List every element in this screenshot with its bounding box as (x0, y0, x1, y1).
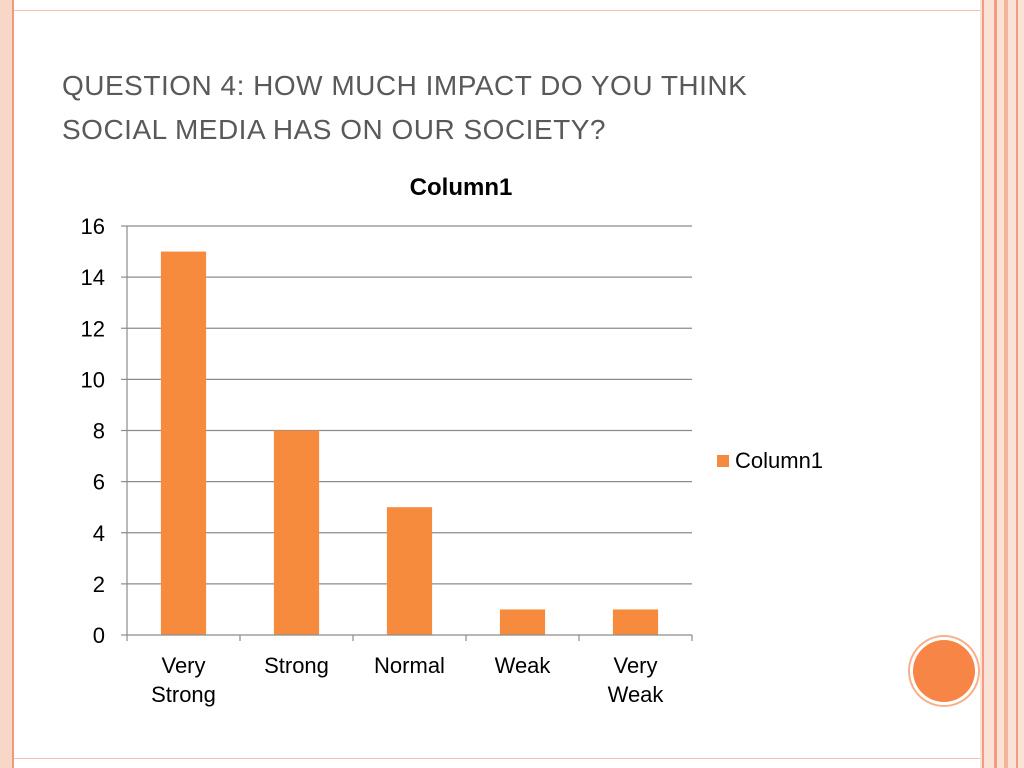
y-tick-label: 6 (93, 470, 105, 495)
bar (273, 430, 320, 635)
y-tick-label: 8 (93, 419, 105, 444)
bar (386, 507, 433, 635)
slide-title-line-2: social media has on our society? (62, 114, 606, 145)
frame-top-line (14, 10, 980, 11)
slide-title-line-1: Question 4: how much impact do you think (62, 70, 748, 101)
chart-title: Column1 (410, 174, 513, 201)
decorative-circle (913, 640, 975, 702)
legend: Column1 (717, 448, 823, 473)
legend-swatch (717, 455, 729, 467)
legend-label: Column1 (735, 448, 823, 473)
x-tick-label: Weak (495, 653, 552, 678)
frame-right-line (982, 0, 984, 768)
y-tick-label: 4 (93, 521, 105, 546)
slide-title: Question 4: how much impact do you think… (62, 64, 942, 152)
x-tick-label: Strong (264, 653, 329, 678)
frame-right-line (994, 0, 997, 768)
x-tick-labels: Very Strong Strong Normal Weak Very Weak (151, 653, 664, 707)
y-tick-label: 12 (81, 316, 105, 341)
frame-bottom-line (14, 758, 980, 759)
bars (160, 251, 659, 635)
x-tick-label: Very Strong (151, 653, 216, 707)
axes (126, 226, 693, 641)
y-tick-labels: 0 2 4 6 8 10 12 14 16 (81, 214, 105, 648)
y-tick-label: 10 (81, 367, 105, 392)
frame-right-line (1004, 0, 1008, 768)
bar (499, 609, 546, 635)
frame-left-band (0, 0, 12, 768)
bar (160, 251, 207, 635)
x-tick-label: Normal (374, 653, 445, 678)
y-tick-label: 16 (81, 214, 105, 239)
y-tick-label: 2 (93, 572, 105, 597)
y-tick-label: 0 (93, 623, 105, 648)
frame-left-line (12, 0, 14, 768)
frame-right-line (1016, 0, 1018, 768)
bar (612, 609, 659, 635)
x-tick-label: Very Weak (608, 653, 665, 707)
y-tick-label: 14 (81, 265, 105, 290)
